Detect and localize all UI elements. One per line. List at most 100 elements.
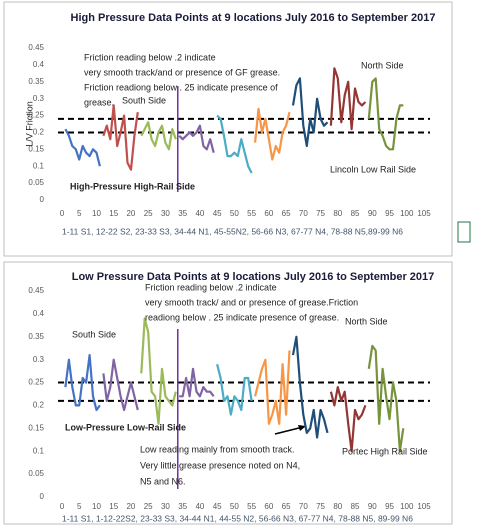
- y-tick-label: 0.45: [28, 43, 44, 52]
- series-line: [102, 358, 139, 412]
- x-tick-label: 5: [77, 502, 82, 511]
- series-line: [64, 354, 101, 412]
- y-tick-label: 0.35: [28, 77, 44, 86]
- y-tick-label: 0.2: [33, 128, 45, 137]
- y-tick-label: 0.15: [28, 144, 44, 153]
- annotation: North Side: [345, 316, 388, 326]
- x-tick-label: 80: [333, 209, 342, 218]
- x-tick-label: 50: [230, 209, 239, 218]
- annotation: very smooth track/and or presence of GF …: [84, 67, 280, 77]
- x-tick-label: 25: [144, 209, 153, 218]
- x-tick-label: 65: [282, 502, 291, 511]
- y-tick-label: 0.3: [33, 355, 45, 364]
- x-tick-label: 90: [368, 209, 377, 218]
- x-tick-label: 30: [161, 209, 170, 218]
- arrow: [274, 426, 304, 435]
- x-tick-label: 95: [385, 502, 394, 511]
- y-tick-label: 0.25: [28, 378, 44, 387]
- annotation: High-Pressure High-Rail Side: [70, 181, 195, 191]
- x-tick-label: 40: [195, 209, 204, 218]
- series-line: [254, 107, 291, 161]
- series-line: [291, 335, 329, 439]
- series-line: [179, 367, 215, 398]
- annotation: readiong below . 25 indicate presence of…: [145, 312, 339, 322]
- x-tick-label: 70: [299, 209, 308, 218]
- chart-title: Low Pressure Data Points at 9 locations …: [72, 271, 435, 283]
- chart-title: High Pressure Data Points at 9 locations…: [71, 12, 436, 24]
- y-tick-label: 0.35: [28, 332, 44, 341]
- x-tick-label: 5: [77, 209, 82, 218]
- y-tick-label: 0.4: [33, 60, 45, 69]
- series-line: [102, 104, 139, 171]
- annotation: N5 and N6.: [140, 476, 186, 486]
- x-axis-label: 1-11 S1, 1-12-22S2, 23-33 S3, 34-44 N1, …: [62, 513, 413, 523]
- x-tick-label: 100: [400, 209, 414, 218]
- x-tick-label: 85: [351, 209, 360, 218]
- y-tick-label: 0.4: [33, 309, 45, 318]
- annotation: Friction readiong below . 25 indicate pr…: [84, 82, 278, 92]
- x-tick-label: 55: [247, 502, 256, 511]
- series-line: [140, 317, 177, 425]
- y-tick-label: 0: [40, 195, 45, 204]
- series-line: [140, 121, 177, 151]
- x-axis-label: 1-11 S1, 12-22 S2, 23-33 S3, 34-44 N1, 4…: [62, 226, 403, 236]
- y-tick-label: 0.45: [28, 286, 44, 295]
- annotation: South Side: [122, 95, 166, 105]
- series-line: [216, 114, 253, 174]
- top-panel: [3, 1, 453, 257]
- x-tick-label: 80: [333, 502, 342, 511]
- y-tick-label: 0.1: [33, 446, 45, 455]
- series-line: [329, 386, 367, 453]
- x-tick-label: 20: [126, 502, 135, 511]
- x-tick-label: 70: [299, 502, 308, 511]
- annotation: grease.: [84, 97, 114, 107]
- annotation: Low reading mainly from smooth track.: [140, 444, 295, 454]
- x-tick-label: 85: [351, 502, 360, 511]
- x-tick-label: 75: [316, 502, 325, 511]
- annotation: Lincoln Low Rail Side: [330, 164, 416, 174]
- x-tick-label: 15: [109, 209, 118, 218]
- series-line: [367, 344, 405, 453]
- series-line: [291, 77, 329, 148]
- y-tick-label: 0.25: [28, 111, 44, 120]
- x-tick-label: 50: [230, 502, 239, 511]
- x-tick-label: 105: [417, 502, 431, 511]
- series-line: [64, 128, 101, 167]
- x-tick-label: 75: [316, 209, 325, 218]
- x-tick-label: 15: [109, 502, 118, 511]
- x-tick-label: 45: [213, 209, 222, 218]
- arrow-head: [298, 425, 306, 431]
- series-line: [329, 67, 367, 131]
- x-tick-label: 35: [178, 502, 187, 511]
- series-line: [254, 350, 291, 425]
- x-tick-label: 40: [195, 502, 204, 511]
- x-tick-label: 10: [92, 502, 101, 511]
- x-tick-label: 60: [264, 209, 273, 218]
- annotation: Portec High Rail Side: [342, 446, 428, 456]
- x-tick-label: 60: [264, 502, 273, 511]
- x-tick-label: 0: [60, 502, 65, 511]
- x-tick-label: 35: [178, 209, 187, 218]
- y-tick-label: 0.05: [28, 178, 44, 187]
- annotation: North Side: [361, 60, 404, 70]
- x-tick-label: 0: [60, 209, 65, 218]
- x-tick-label: 30: [161, 502, 170, 511]
- x-tick-label: 90: [368, 502, 377, 511]
- annotation: Friction reading below .2 indicate: [84, 52, 216, 62]
- annotation: Very little grease presence noted on N4,: [140, 460, 300, 470]
- cell-marker: [457, 221, 471, 243]
- x-tick-label: 100: [400, 502, 414, 511]
- annotation: Low-Pressure Low-Rail Side: [65, 422, 186, 432]
- annotation: South Side: [72, 329, 116, 339]
- x-tick-label: 65: [282, 209, 291, 218]
- annotation: Friction reading below .2 indicate: [145, 282, 277, 292]
- series-line: [367, 77, 404, 151]
- y-tick-label: 0.2: [33, 401, 45, 410]
- y-axis-label: L/V Friction: [24, 101, 34, 147]
- y-tick-label: 0.05: [28, 469, 44, 478]
- x-tick-label: 10: [92, 209, 101, 218]
- annotation: very smooth track/ and or presence of gr…: [145, 297, 358, 307]
- x-tick-label: 95: [385, 209, 394, 218]
- series-line: [178, 124, 215, 153]
